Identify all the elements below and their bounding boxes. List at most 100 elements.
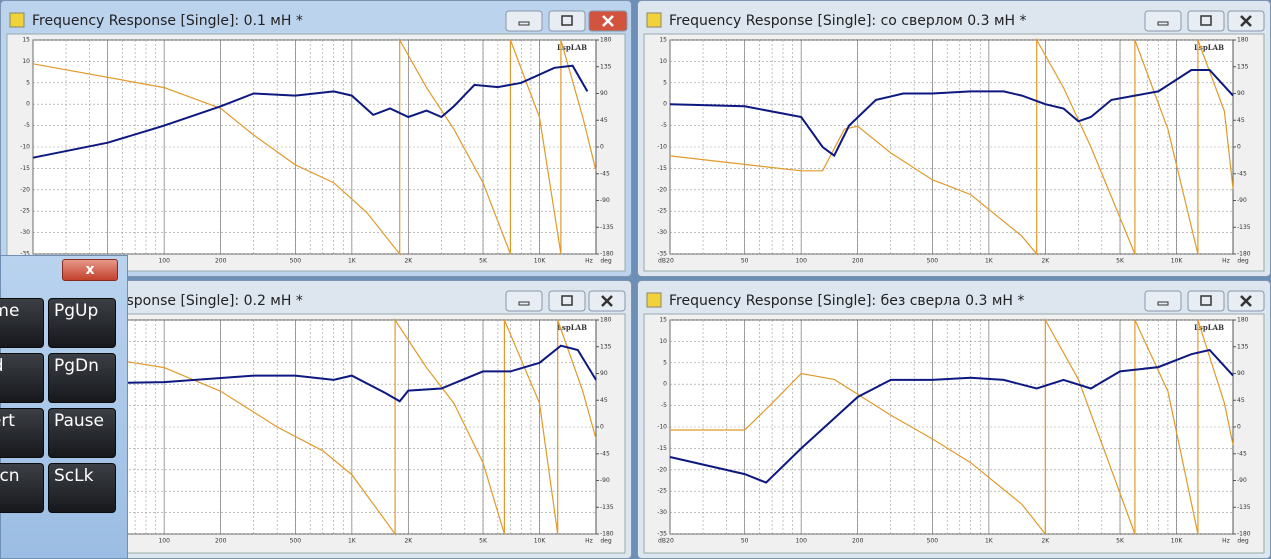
maximize-glyph <box>561 295 573 306</box>
y2-tick-label: 180 <box>1237 37 1249 44</box>
y-tick-label: -30 <box>657 509 667 516</box>
key[interactable]: tScn <box>0 463 44 513</box>
app-icon <box>646 292 662 308</box>
key[interactable]: Pause <box>48 408 116 458</box>
maximize-button[interactable] <box>1187 290 1225 312</box>
x-tick-label: 5K <box>1116 258 1125 265</box>
y2-tick-label: -180 <box>1237 251 1251 258</box>
maximize-button[interactable] <box>1187 10 1225 32</box>
maximize-button[interactable] <box>548 290 586 312</box>
y-tick-label: -15 <box>657 445 667 452</box>
y-tick-label: -15 <box>20 165 30 172</box>
y-tick-label: 15 <box>22 37 30 44</box>
y2-tick-label: -135 <box>600 224 614 231</box>
y-tick-label: 10 <box>659 58 667 65</box>
key[interactable]: PgDn <box>48 353 116 403</box>
x-tick-label: 1K <box>985 538 994 545</box>
logo: LspLAB <box>1194 43 1224 52</box>
y2-tick-label: -180 <box>1237 531 1251 538</box>
y2-tick-label: -45 <box>600 170 610 177</box>
window-title: Frequency Response [Single]: без сверла … <box>669 293 1024 309</box>
y-tick-label: -30 <box>657 229 667 236</box>
x-tick-label: 100 <box>158 538 170 545</box>
x-tick-label: 500 <box>927 538 939 545</box>
phase-curve <box>670 317 1234 536</box>
y-tick-label: 15 <box>659 37 667 44</box>
x-tick-label: 2K <box>404 258 413 265</box>
y-tick-label: -5 <box>661 122 667 129</box>
y2-tick-label: -45 <box>1237 450 1247 457</box>
y-tick-label: -35 <box>657 531 667 538</box>
window: Frequency Response [Single]: 0.1 мН * 15 1… <box>0 0 632 277</box>
y2-tick-label: 135 <box>600 63 612 70</box>
app-icon <box>9 12 25 28</box>
key[interactable]: PgUp <box>48 298 116 348</box>
magnitude-curve <box>32 344 597 403</box>
y2-tick-label: -90 <box>1237 197 1247 204</box>
x-tick-label: 200 <box>852 538 864 545</box>
minimize-glyph <box>1157 301 1169 306</box>
y2-tick-label: 90 <box>600 90 608 97</box>
x-tick-label: 500 <box>290 538 302 545</box>
x-tick-label: 100 <box>795 538 807 545</box>
y2-tick-label: -90 <box>600 477 610 484</box>
y-tick-label: -30 <box>20 229 30 236</box>
x-tick-label: 1K <box>348 538 357 545</box>
x-tick-label: 2K <box>404 538 413 545</box>
phase-curve <box>32 37 597 256</box>
y-tick-label: -25 <box>657 208 667 215</box>
maximize-button[interactable] <box>548 10 586 32</box>
x-unit: Hz <box>585 258 593 265</box>
y2-unit: deg <box>600 258 612 265</box>
y-tick-label: 15 <box>659 317 667 324</box>
logo: LspLAB <box>557 323 587 332</box>
y2-tick-label: 90 <box>600 370 608 377</box>
y2-tick-label: 180 <box>600 37 612 44</box>
y2-unit: deg <box>600 538 612 545</box>
key[interactable]: ome <box>0 298 44 348</box>
y2-unit: deg <box>1237 538 1249 545</box>
logo: LspLAB <box>1194 323 1224 332</box>
close-glyph <box>602 15 614 27</box>
y2-tick-label: 0 <box>1237 424 1241 431</box>
key[interactable]: nd <box>0 353 44 403</box>
minimize-button[interactable] <box>505 10 543 32</box>
x-tick-label: 500 <box>290 258 302 265</box>
minimize-button[interactable] <box>505 290 543 312</box>
minimize-glyph <box>518 21 530 26</box>
x-unit: Hz <box>1222 258 1230 265</box>
y2-tick-label: 135 <box>600 343 612 350</box>
y2-tick-label: 90 <box>1237 90 1245 97</box>
key[interactable]: sert <box>0 408 44 458</box>
y-tick-label: 5 <box>663 359 667 366</box>
y-tick-label: -20 <box>657 186 667 193</box>
app-icon <box>646 12 662 28</box>
on-screen-keyboard: x omePgUpndPgDnsertPausetScnScLk <box>0 255 128 559</box>
y2-tick-label: 0 <box>1237 144 1241 151</box>
phase-curve <box>32 318 597 536</box>
x-tick-label: 5K <box>479 538 488 545</box>
y2-tick-label: -135 <box>600 504 614 511</box>
y2-tick-label: -180 <box>600 531 614 538</box>
y-tick-label: -5 <box>661 402 667 409</box>
y-tick-label: 5 <box>26 79 30 86</box>
y-tick-label: -10 <box>20 144 30 151</box>
maximize-glyph <box>1200 15 1212 26</box>
minimize-button[interactable] <box>1144 10 1182 32</box>
y2-tick-label: 45 <box>1237 397 1245 404</box>
y2-tick-label: 0 <box>600 424 604 431</box>
key[interactable]: ScLk <box>48 463 116 513</box>
y2-tick-label: 45 <box>600 397 608 404</box>
x-tick-label: 100 <box>158 258 170 265</box>
y-tick-label: 0 <box>26 101 30 108</box>
x-tick-label: 200 <box>215 538 227 545</box>
y-tick-label: -20 <box>657 466 667 473</box>
minimize-glyph <box>518 301 530 306</box>
minimize-button[interactable] <box>1144 290 1182 312</box>
y2-tick-label: 45 <box>600 117 608 124</box>
keyboard-close[interactable]: x <box>62 259 118 281</box>
y2-tick-label: 180 <box>600 317 612 324</box>
y-tick-label: 0 <box>663 101 667 108</box>
magnitude-curve <box>669 348 1234 484</box>
y-tick-label: 10 <box>659 338 667 345</box>
